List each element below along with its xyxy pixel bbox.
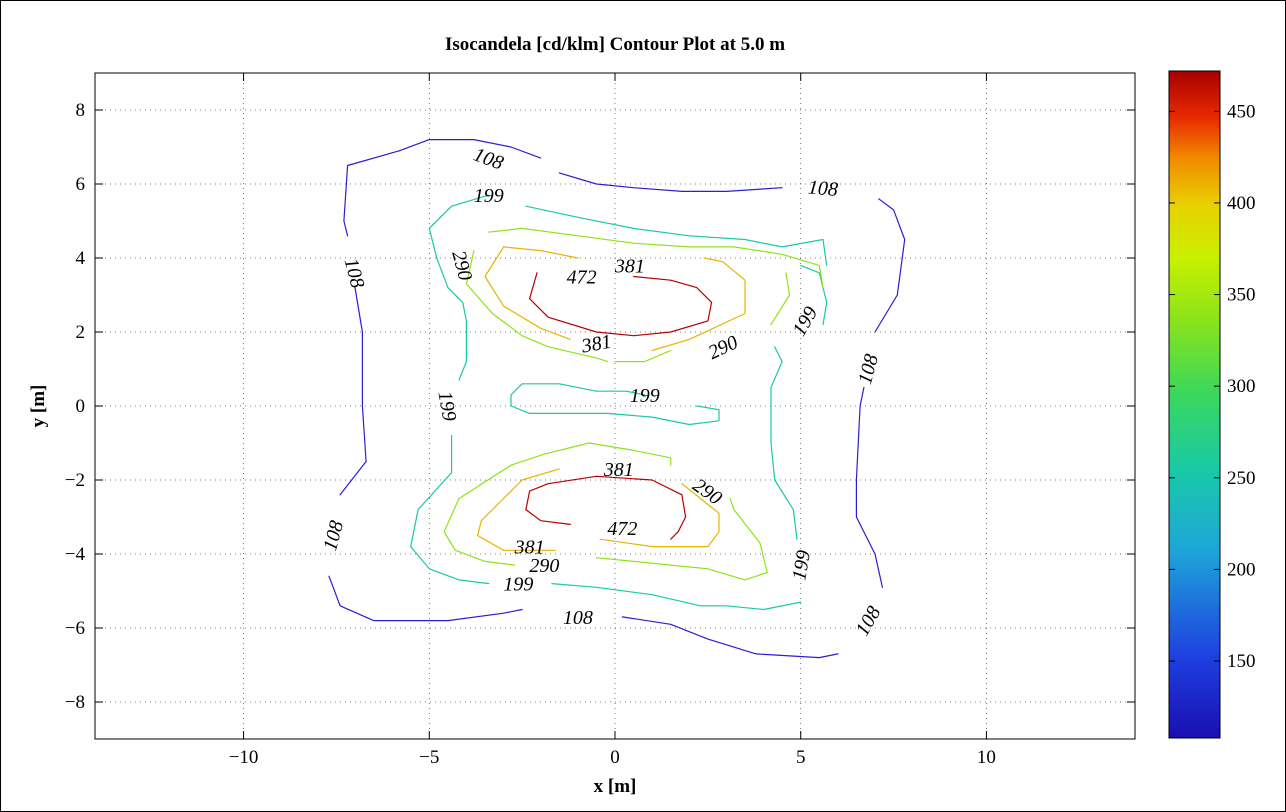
contour-label: 472 — [567, 267, 597, 289]
contour-line-108 — [558, 172, 783, 192]
colorbar: 150 200 250 300 350 400 450 — [1168, 70, 1256, 739]
contour-lines — [328, 139, 906, 659]
contour-line-472 — [525, 475, 687, 540]
contour-line-290 — [595, 497, 768, 581]
contour-label: 472 — [607, 518, 637, 540]
y-tick-label: 6 — [76, 174, 86, 195]
contour-line-199 — [551, 582, 802, 611]
colorbar-tick-label: 150 — [1227, 651, 1256, 672]
y-tick-label: 4 — [76, 248, 86, 269]
contour-line-108 — [621, 616, 839, 659]
y-tick-label: 2 — [76, 322, 86, 343]
contour-label: 199 — [433, 389, 460, 422]
y-tick-label: −6 — [65, 618, 85, 639]
contour-label: 199 — [503, 574, 533, 596]
contour-line-108 — [874, 198, 906, 333]
colorbar-tick-label: 250 — [1227, 468, 1256, 489]
contour-line-381 — [599, 483, 720, 548]
contour-line-381 — [503, 246, 579, 259]
colorbar-tick-label: 200 — [1227, 559, 1256, 580]
x-tick-label: −5 — [419, 747, 439, 768]
contour-label: 199 — [474, 185, 504, 207]
contour-line-199 — [410, 435, 490, 585]
contour-line-290 — [465, 250, 609, 363]
contour-line-108 — [328, 575, 523, 622]
contour-label: 199 — [788, 549, 815, 582]
x-tick-label: 0 — [610, 747, 620, 768]
y-tick-label: −8 — [65, 692, 85, 713]
contour-label: 290 — [529, 555, 559, 577]
contour-line-108 — [343, 150, 401, 237]
contour-line-108 — [339, 287, 367, 496]
contour-line-108 — [399, 139, 542, 159]
contour-label: 381 — [614, 255, 645, 277]
contour-line-290 — [614, 349, 672, 363]
colorbar-tick-label: 300 — [1227, 376, 1256, 397]
contour-line-108 — [855, 386, 884, 588]
contour-label: 108 — [807, 176, 839, 201]
chart-title: Isocandela [cd/klm] Contour Plot at 5.0 … — [445, 34, 785, 55]
plot-frame — [94, 72, 1136, 740]
contour-line-381 — [477, 468, 560, 537]
contour-line-290 — [443, 442, 590, 566]
y-tick-label: 8 — [76, 100, 86, 121]
grid — [95, 73, 1135, 739]
contour-line-472 — [528, 272, 713, 337]
contour-line-472 — [525, 509, 572, 526]
contour-label: 381 — [579, 331, 613, 358]
contour-label: 381 — [603, 459, 634, 481]
colorbar-gradient — [1168, 70, 1221, 739]
y-tick-label: −4 — [65, 544, 86, 565]
x-axis-label: x [m] — [594, 776, 637, 797]
colorbar-tick-label: 400 — [1227, 193, 1256, 214]
contour-line-381 — [484, 246, 572, 340]
x-tick-label: −10 — [229, 747, 259, 768]
x-tick-label: 5 — [796, 747, 806, 768]
colorbar-tick-label: 450 — [1227, 101, 1256, 122]
contour-label: 381 — [514, 537, 545, 559]
contour-line-290 — [488, 227, 824, 289]
contour-line-290 — [770, 272, 791, 326]
contour-line-199 — [770, 346, 798, 540]
contour-label: 108 — [563, 607, 593, 629]
colorbar-tick-label: 350 — [1227, 285, 1256, 306]
y-tick-label: 0 — [76, 396, 86, 417]
x-tick-label: 10 — [977, 747, 996, 768]
y-tick-label: −2 — [65, 470, 85, 491]
colorbar-ticks: 150 200 250 300 350 400 450 — [1169, 101, 1256, 672]
contour-line-199 — [510, 383, 720, 426]
axis-ticks: −10 −5 0 5 10 −8 −6 −4 −2 0 2 4 6 8 — [65, 73, 1135, 768]
contour-line-290 — [588, 442, 672, 466]
contour-line-199 — [595, 390, 646, 396]
contour-line-381 — [477, 534, 557, 551]
contour-line-199 — [428, 194, 490, 381]
y-axis-label: y [m] — [28, 385, 49, 428]
contour-line-199 — [525, 205, 828, 266]
contour-label: 199 — [630, 385, 660, 407]
contour-line-381 — [651, 257, 746, 352]
